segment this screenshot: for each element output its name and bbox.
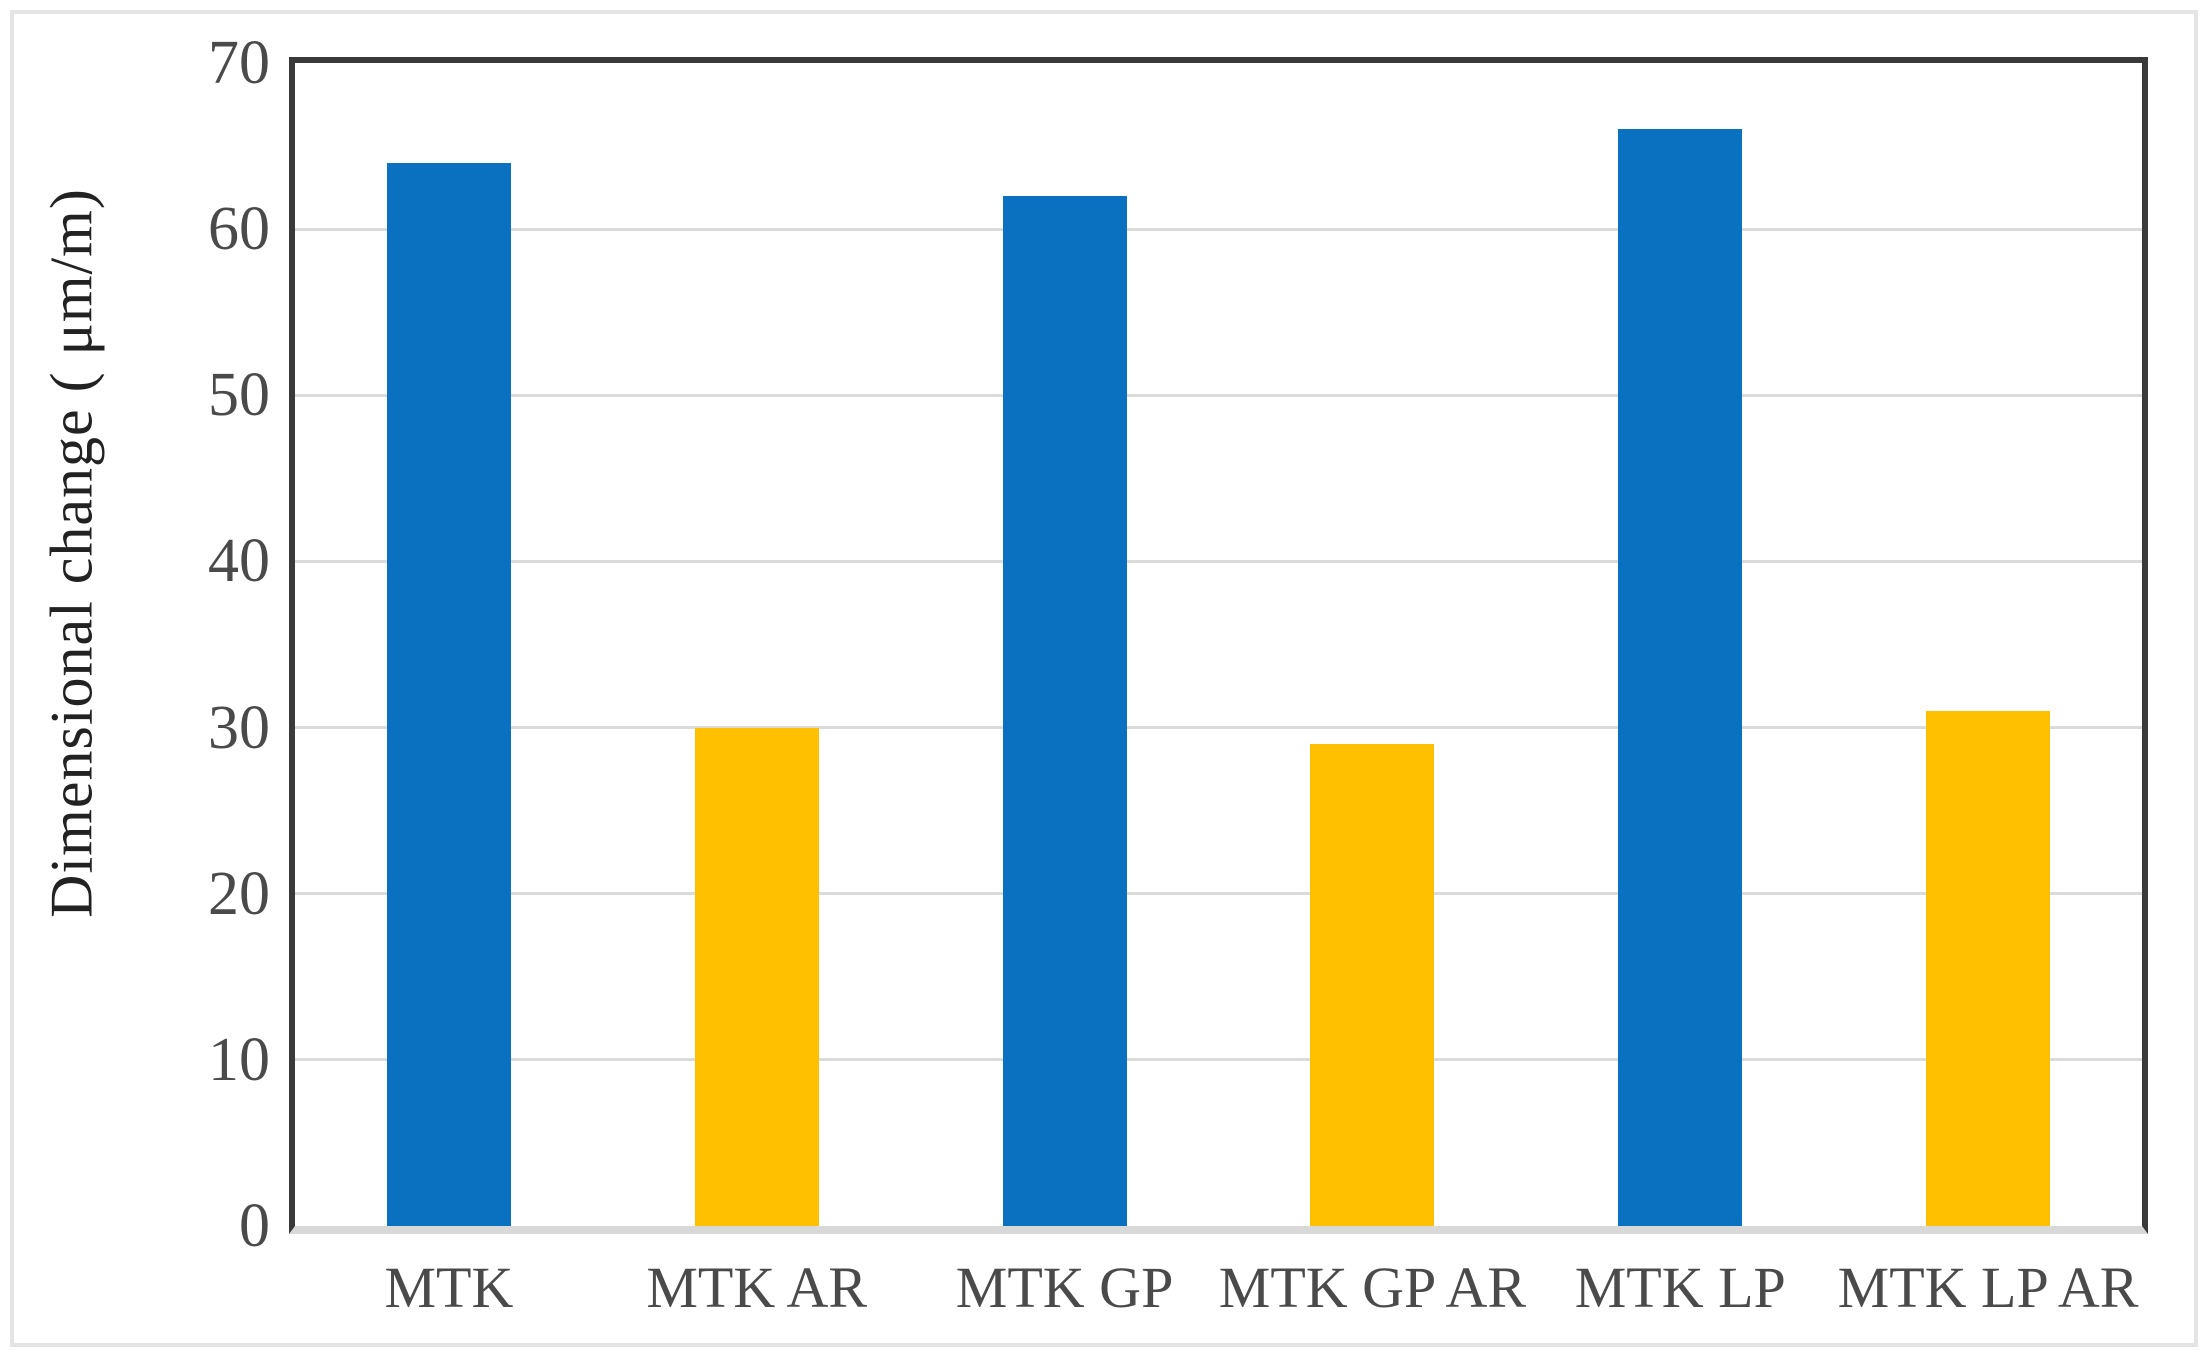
gridline-50	[295, 393, 2142, 397]
y-tick-label-50: 50	[208, 361, 270, 430]
gridline-10	[295, 1058, 2142, 1062]
y-tick-label-30: 30	[208, 693, 270, 762]
x-label-mtk-lp-ar: MTK LP AR	[1837, 1255, 2139, 1320]
bar-slot-mtk-ar	[603, 63, 911, 1226]
bar-mtk-gp-ar	[1310, 744, 1435, 1226]
y-tick-label-10: 10	[208, 1025, 270, 1094]
x-label-mtk-lp: MTK LP	[1574, 1255, 1786, 1320]
gridline-60	[295, 227, 2142, 231]
y-tick-label-0: 0	[239, 1192, 270, 1260]
bar-mtk-ar	[694, 727, 819, 1226]
gridline-30	[295, 726, 2142, 730]
x-label-mtk-gp: MTK GP	[955, 1255, 1174, 1320]
y-tick-label-70: 70	[208, 29, 270, 97]
bar-mtk-lp	[1618, 129, 1743, 1226]
plot-area	[289, 57, 2148, 1234]
bar-mtk-lp-ar	[1926, 710, 2051, 1226]
x-axis-labels: MTK MTK AR MTK GP MTK GP AR MTK LP MTK LP AR	[295, 1252, 2142, 1324]
bar-slot-mtk-lp	[1526, 63, 1834, 1226]
bar-slot-mtk-lp-ar	[1834, 63, 2142, 1226]
y-tick-label-60: 60	[208, 195, 270, 264]
bar-slot-mtk-gp	[911, 63, 1219, 1226]
bar-slot-mtk-gp-ar	[1218, 63, 1526, 1226]
y-tick-label-20: 20	[208, 859, 270, 928]
bars	[295, 63, 2142, 1226]
gridline-20	[295, 892, 2142, 896]
x-label-mtk-gp-ar: MTK GP AR	[1218, 1255, 1527, 1320]
bar-slot-mtk	[295, 63, 603, 1226]
gridlines	[295, 63, 2142, 1226]
x-label-mtk: MTK	[384, 1255, 514, 1320]
y-tick-label-40: 40	[208, 527, 270, 596]
bar-mtk-gp	[1002, 195, 1127, 1226]
gridline-40	[295, 559, 2142, 563]
bar-mtk	[386, 162, 511, 1226]
x-label-mtk-ar: MTK AR	[646, 1255, 868, 1320]
